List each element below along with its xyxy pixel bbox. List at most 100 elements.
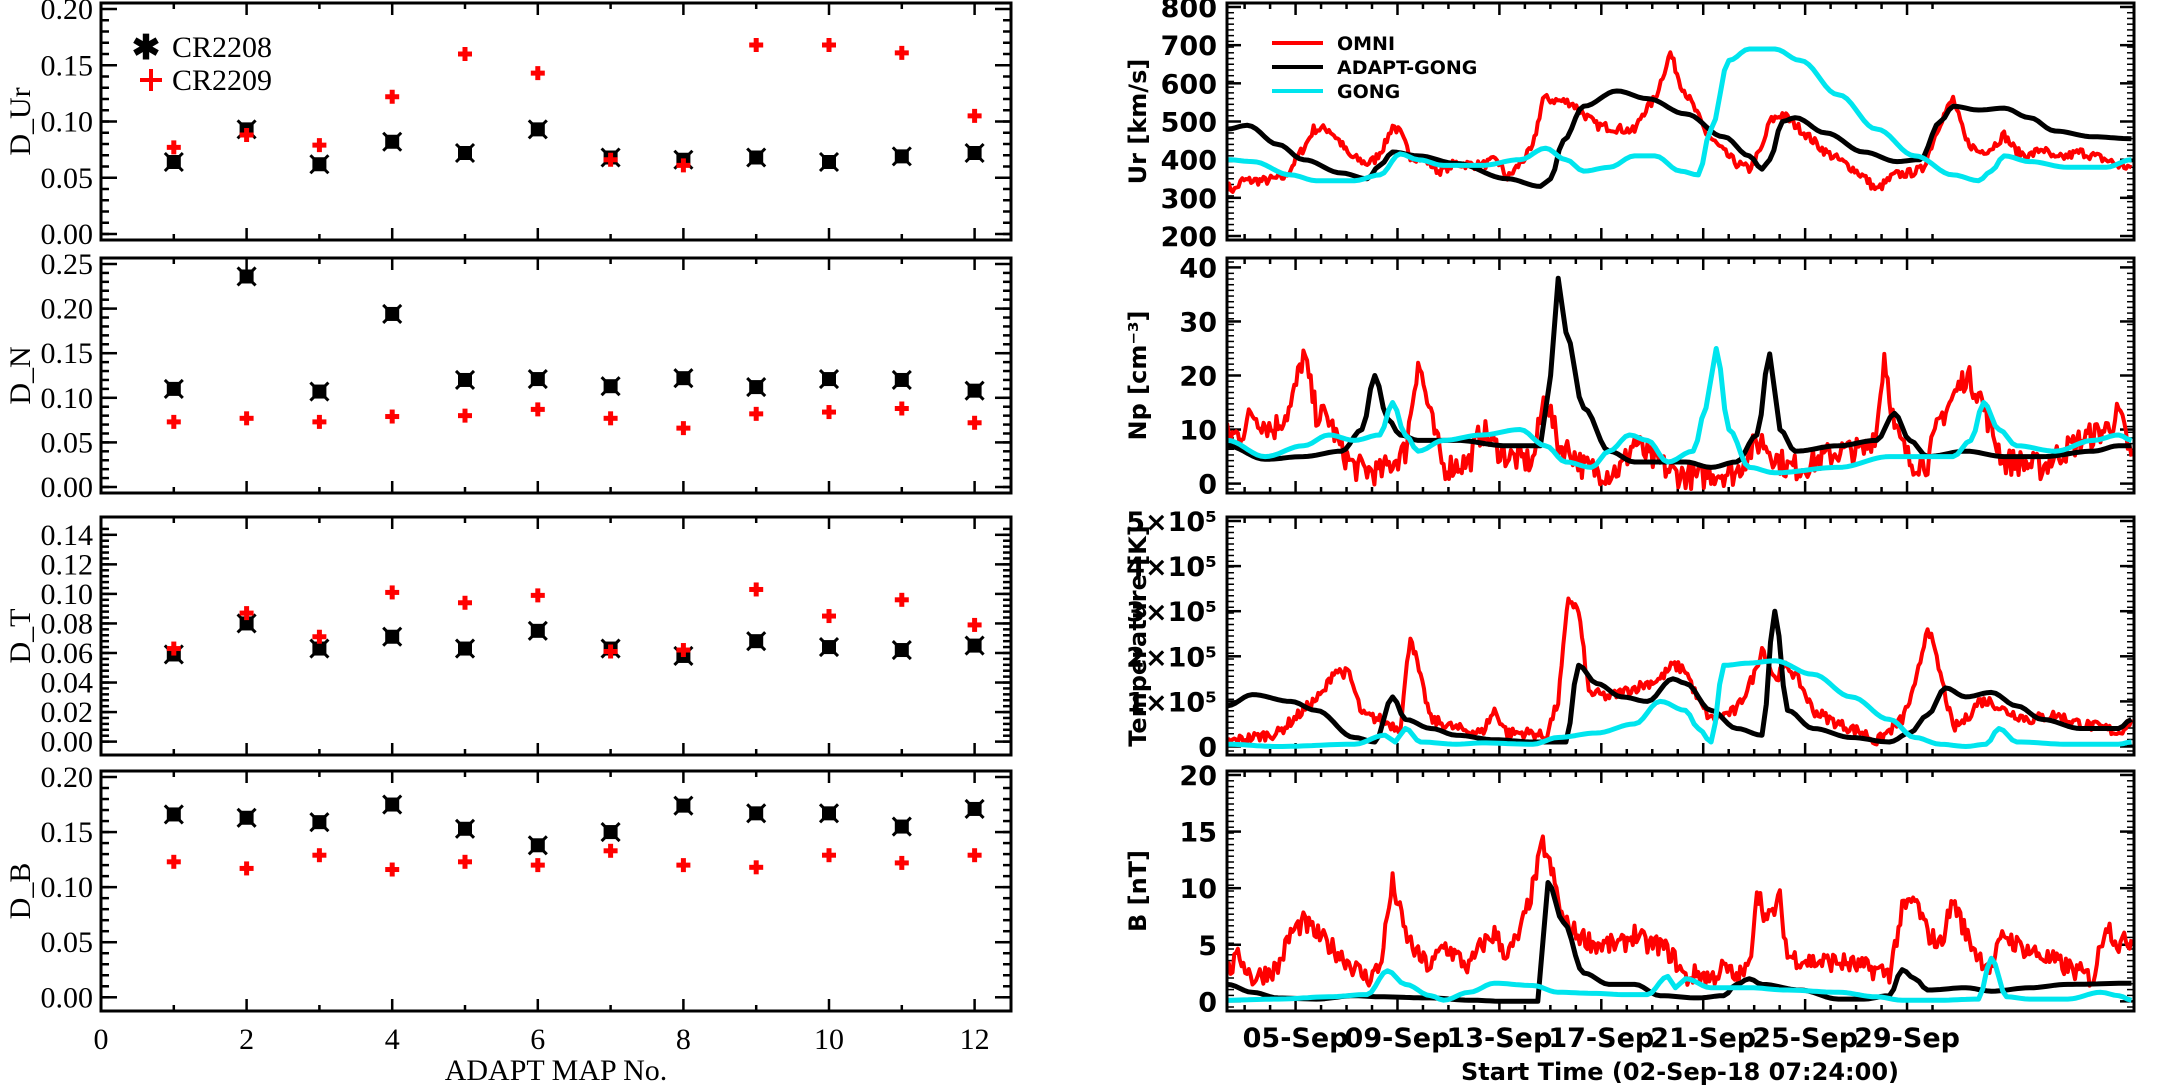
y-tick-label: 400 <box>1161 146 1217 177</box>
data-point-plus <box>385 862 400 877</box>
data-point-plus <box>312 414 327 429</box>
data-point-plus <box>967 848 982 863</box>
y-tick-label: 0.15 <box>41 49 94 82</box>
series-cr2209 <box>166 38 982 173</box>
plot-frame <box>1225 1 2136 242</box>
y-tick-label: 0.04 <box>41 667 94 700</box>
data-point-plus <box>676 858 691 873</box>
y-tick-label: 3×10⁵ <box>1126 597 1217 628</box>
data-point-asterisk <box>964 380 985 401</box>
x-tick-label: 05-Sep <box>1243 1023 1349 1054</box>
x-tick-label: 4 <box>385 1023 400 1056</box>
data-point-asterisk <box>163 378 184 399</box>
data-point-asterisk <box>527 835 548 856</box>
legend-item-omni: OMNI <box>1272 33 1395 55</box>
x-tick-label: 25-Sep <box>1752 1023 1858 1054</box>
data-point-asterisk <box>746 377 767 398</box>
y-tick-label: 0.00 <box>41 726 94 759</box>
data-point-plus <box>166 641 181 656</box>
series-line-adapt-gong <box>1227 88 2132 189</box>
series-line-omni <box>1227 596 2134 747</box>
data-point-plus <box>166 140 181 155</box>
y-tick-label: 0 <box>1198 470 1217 501</box>
y-tick-label: 0.00 <box>41 218 94 251</box>
data-point-plus <box>458 408 472 423</box>
y-tick-label: 700 <box>1161 31 1217 62</box>
data-point-asterisk <box>163 804 184 825</box>
data-point-plus <box>749 406 764 421</box>
data-point-asterisk <box>600 376 621 397</box>
y-tick-label: 0 <box>1198 987 1217 1018</box>
y-axis-title: B [nT] <box>1124 850 1152 932</box>
data-point-asterisk <box>454 638 476 659</box>
data-point-asterisk <box>964 635 985 656</box>
x-tick-label: 17-Sep <box>1548 1023 1654 1054</box>
series-cr2209 <box>166 582 982 659</box>
x-tick-label: 29-Sep <box>1854 1023 1960 1054</box>
legend-item-cr2209: CR2209 <box>140 64 272 97</box>
x-tick-label: 09-Sep <box>1345 1023 1451 1054</box>
data-point-asterisk <box>818 369 840 390</box>
data-point-asterisk <box>891 639 912 661</box>
data-point-plus <box>603 644 618 659</box>
y-axis-title: D_Ur <box>4 87 37 155</box>
y-tick-label: 5 <box>1198 931 1217 962</box>
data-point-asterisk <box>309 381 330 402</box>
data-point-plus <box>458 47 472 61</box>
data-point-asterisk <box>818 803 840 824</box>
series-cr2208 <box>163 794 985 856</box>
series-cr2209 <box>166 401 982 436</box>
legend-item-adapt-gong: ADAPT-GONG <box>1272 57 1477 79</box>
legend-label: CR2209 <box>172 64 272 97</box>
data-point-asterisk <box>527 620 548 641</box>
data-point-asterisk <box>964 798 985 820</box>
y-axis-title: Temperature [K] <box>1124 525 1152 747</box>
data-point-plus <box>385 89 400 104</box>
data-point-plus <box>312 138 327 153</box>
y-tick-label: 40 <box>1179 253 1217 284</box>
legend-label: GONG <box>1337 81 1400 103</box>
data-point-asterisk <box>382 626 403 647</box>
data-point-plus <box>239 861 254 876</box>
data-point-plus <box>894 855 909 870</box>
data-point-asterisk <box>527 369 548 390</box>
data-point-asterisk <box>964 142 985 164</box>
x-tick-label: 12 <box>960 1023 990 1056</box>
x-tick-label: 6 <box>530 1023 545 1056</box>
data-point-plus <box>676 643 691 658</box>
y-tick-label: 0.14 <box>41 519 94 552</box>
data-point-plus <box>166 854 181 869</box>
y-tick-label: 0.00 <box>41 471 94 504</box>
x-tick-label: 0 <box>94 1023 109 1056</box>
series-line-gong <box>1227 955 2133 1003</box>
y-tick-label: 600 <box>1161 69 1217 100</box>
plot-frame <box>1225 256 2136 495</box>
data-point-plus <box>312 629 327 644</box>
series-line-gong <box>1227 46 2132 184</box>
y-tick-label: 300 <box>1161 184 1217 215</box>
left-x-axis-title: ADAPT MAP No. <box>445 1054 668 1087</box>
y-axis-title: D_B <box>4 863 37 920</box>
y-tick-label: 0.20 <box>41 0 94 26</box>
legend-label: OMNI <box>1337 33 1395 55</box>
panel-d_t: 0.000.020.040.060.080.100.120.14 D_T <box>4 515 1013 759</box>
y-tick-label: 15 <box>1179 818 1217 849</box>
left-column-scatter-panels: 0.000.050.100.150.20D_Ur✱ CR2208CR22090.0… <box>4 0 1013 1056</box>
data-point-plus <box>676 421 691 436</box>
data-point-asterisk <box>382 794 403 815</box>
data-point-plus <box>894 401 909 416</box>
series-line-omni <box>1227 50 2133 194</box>
data-point-plus <box>385 585 400 600</box>
data-point-asterisk <box>454 818 476 839</box>
y-tick-label: 200 <box>1161 222 1217 253</box>
plot-frame <box>99 769 1013 1013</box>
series-line-adapt-gong <box>1227 608 2133 745</box>
plot-frame <box>99 256 1013 495</box>
y-tick-label: 0.15 <box>41 816 94 849</box>
series-line-gong <box>1227 346 2133 476</box>
y-axis-title: Np [cm⁻³] <box>1124 311 1152 441</box>
data-point-plus <box>530 588 545 603</box>
y-tick-label: 2×10⁵ <box>1126 642 1217 673</box>
